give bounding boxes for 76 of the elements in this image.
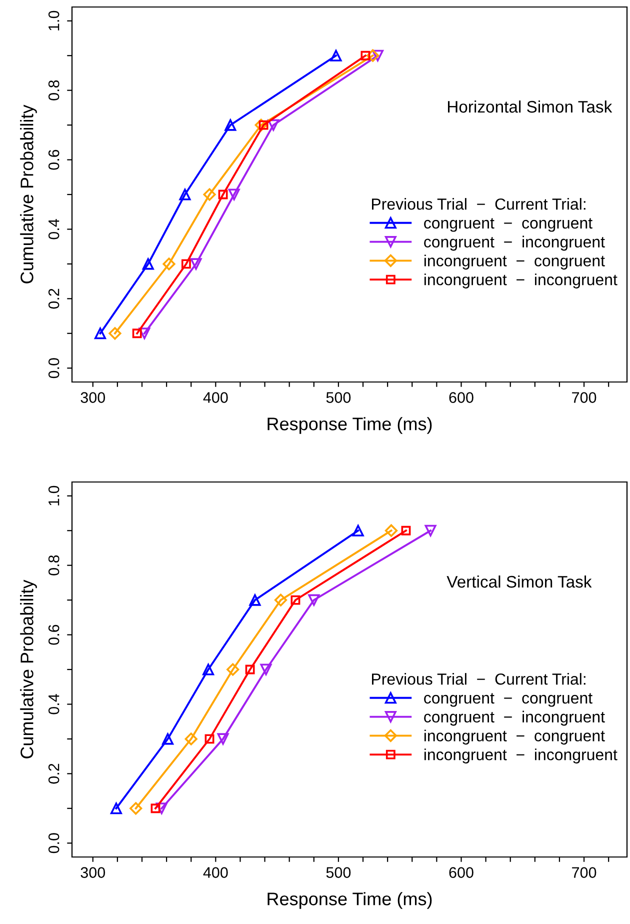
text: Vertical Simon Task: [446, 575, 592, 588]
point: [130, 802, 142, 815]
y-tick-label: 0.4: [48, 694, 60, 714]
point: [352, 524, 364, 536]
x-tick-label: 400: [203, 392, 228, 403]
point: [226, 663, 240, 676]
point: [268, 119, 280, 131]
point: [179, 188, 191, 200]
x-tick-label: 600: [449, 392, 474, 403]
legend-title: Previous Trial − Current Trial:: [372, 673, 586, 685]
y-tick-label: 0.8: [48, 80, 60, 100]
point: [330, 50, 342, 62]
point: [162, 733, 174, 745]
point: [190, 258, 202, 270]
point: [142, 258, 154, 270]
y-axis-title: Cumulative Probability: [20, 104, 37, 284]
point: [372, 50, 384, 62]
point: [181, 259, 191, 269]
point: [94, 328, 106, 340]
y-tick-label: 0.6: [48, 624, 60, 645]
x-tick-label: 600: [449, 867, 474, 878]
y-tick-label: 0.0: [48, 833, 60, 854]
legend-title: Previous Trial − Current Trial:: [372, 198, 586, 210]
point: [245, 664, 255, 674]
point: [184, 732, 198, 746]
point: [202, 664, 214, 676]
x-tick-label: 500: [326, 867, 351, 878]
x-tick-label: 300: [80, 392, 106, 403]
point: [217, 733, 229, 745]
point: [203, 188, 216, 201]
point: [260, 664, 272, 676]
point: [132, 328, 142, 338]
point: [424, 524, 436, 536]
x-tick-label: 300: [80, 867, 106, 878]
point: [401, 526, 411, 536]
text: Horizontal Simon Task: [448, 100, 612, 113]
legend-label: incongruent − incongruent: [424, 274, 618, 288]
legend-label: congruent − incongruent: [424, 710, 605, 726]
point: [366, 49, 380, 62]
legend-label: congruent − incongruent: [424, 236, 605, 251]
point: [254, 118, 268, 132]
point: [110, 802, 122, 814]
y-tick-label: 0.2: [48, 288, 60, 309]
x-tick-label: 500: [326, 392, 351, 403]
point: [274, 594, 288, 606]
y-tick-label: 0.6: [48, 150, 60, 170]
y-tick-label: 0.8: [48, 555, 60, 576]
x-tick-label: 700: [572, 867, 596, 878]
y-axis-title: Cumulative Probability: [20, 580, 37, 758]
legend-label: congruent − congruent: [424, 218, 592, 232]
point: [384, 524, 398, 537]
legend-label: congruent − congruent: [424, 693, 592, 707]
point: [138, 328, 150, 340]
y-tick-label: 1.0: [48, 486, 60, 506]
point: [204, 734, 214, 744]
point: [224, 119, 236, 131]
point: [228, 188, 240, 200]
x-axis-title: Response Time (ms): [268, 417, 432, 434]
y-tick-label: 1.0: [48, 10, 60, 30]
point: [162, 258, 176, 270]
point: [218, 190, 228, 200]
point: [108, 327, 122, 340]
legend-label: incongruent − congruent: [424, 254, 605, 270]
point: [150, 804, 160, 814]
point: [290, 595, 300, 605]
x-axis-title: Response Time (ms): [268, 892, 432, 909]
x-tick-label: 700: [572, 392, 596, 403]
legend-label: incongruent − congruent: [424, 730, 605, 745]
legend-label: incongruent − incongruent: [424, 748, 618, 764]
point: [308, 594, 320, 606]
point: [156, 802, 168, 814]
point: [249, 594, 261, 606]
point: [360, 50, 370, 60]
x-tick-label: 400: [203, 867, 228, 878]
y-tick-label: 0.2: [48, 764, 60, 784]
y-tick-label: 0.4: [48, 219, 60, 240]
